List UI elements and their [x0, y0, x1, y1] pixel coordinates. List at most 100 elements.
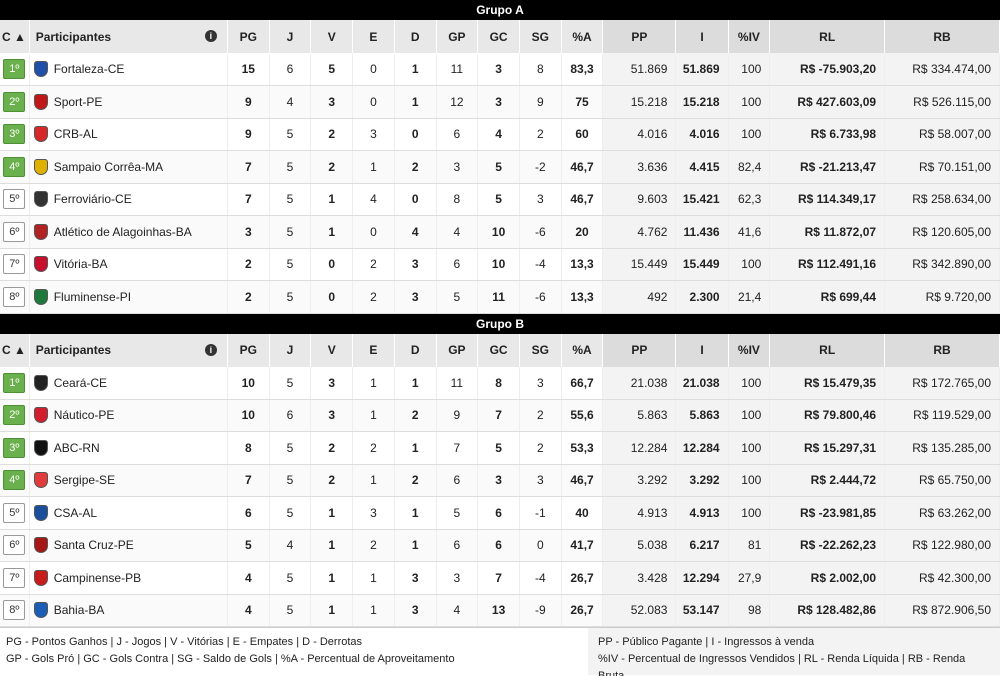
team-name[interactable]: Bahia-BA	[53, 603, 105, 618]
team-crest-icon	[33, 439, 48, 456]
column-header-label: E	[369, 29, 378, 44]
legend-right: PP - Público Pagante | I - Ingressos à v…	[588, 628, 1000, 676]
stat-i-cell: 15.421	[675, 183, 729, 216]
position-cell: 5º	[0, 183, 30, 216]
team-cell: Vitória-BA	[29, 248, 228, 281]
stat-gc-cell: 5	[477, 150, 520, 184]
column-header-label: RL	[819, 29, 836, 44]
position-badge: 4º	[3, 470, 26, 491]
stat-rl-cell: R$ 15.297,31	[769, 431, 886, 465]
position-badge: 8º	[3, 600, 26, 621]
stat-d-cell: 2	[394, 464, 437, 497]
stat-d-cell: 3	[394, 594, 437, 627]
stat-i-cell: 12.294	[675, 561, 729, 595]
stat-gp-cell: 3	[436, 561, 479, 595]
stat-gp-cell: 5	[436, 496, 479, 530]
team-name[interactable]: Atlético de Alagoinhas-BA	[53, 224, 192, 239]
stat-i-cell: 11.436	[675, 215, 729, 249]
group-title: Grupo A	[0, 0, 1000, 20]
column-header-label: J	[286, 343, 294, 357]
stat-gp-cell: 7	[436, 431, 479, 465]
stat-v-cell: 1	[310, 529, 354, 562]
stat-gp-cell: 6	[436, 464, 479, 497]
legend-line: PG - Pontos Ganhos | J - Jogos | V - Vit…	[6, 636, 363, 648]
team-name[interactable]: Náutico-PE	[53, 408, 115, 423]
stat-e-cell: 2	[352, 280, 395, 314]
stat-j-cell: 5	[269, 215, 312, 249]
table-row: 8º Bahia-BA 4 5 1 1 3 4 13 -9 26,7 52.083 53.147 98 R$…	[0, 594, 1000, 627]
stat-v-cell: 3	[310, 366, 354, 400]
team-name[interactable]: Santa Cruz-PE	[53, 538, 134, 553]
stat-rl-cell: R$ 2.002,00	[769, 561, 886, 595]
team-crest-icon	[33, 223, 48, 240]
table-row: 7º Vitória-BA 2 5 0 2 3 6 10 -4 13,3 15.449 15.449 10…	[0, 248, 1000, 281]
stat-pg-cell: 4	[227, 594, 270, 627]
column-header-label: C ▲	[2, 343, 26, 357]
column-header: %A	[561, 333, 604, 367]
column-header-label: PG	[239, 343, 257, 357]
stat-a-cell: 46,7	[561, 150, 604, 184]
stat-sg-cell: -6	[519, 215, 562, 249]
team-cell: ABC-RN	[29, 431, 228, 465]
legend-line: PP - Público Pagante | I - Ingressos à v…	[598, 636, 815, 648]
stat-rb-cell: R$ 342.890,00	[884, 248, 1000, 281]
position-badge: 8º	[3, 286, 26, 307]
team-crest-icon	[33, 288, 48, 305]
stat-pp-cell: 3.636	[602, 150, 677, 184]
stat-d-cell: 1	[394, 85, 437, 119]
stat-v-cell: 2	[310, 150, 354, 184]
table-row: 3º CRB-AL 9 5 2 3 0 6 4 2 60 4.016 4.016 100 R$ 6.733,…	[0, 118, 1000, 151]
stat-pp-cell: 15.218	[602, 85, 677, 119]
stat-pp-cell: 12.284	[602, 431, 677, 465]
team-cell: Santa Cruz-PE	[29, 529, 228, 562]
team-name[interactable]: Sergipe-SE	[53, 473, 116, 488]
team-name[interactable]: Sampaio Corrêa-MA	[53, 159, 164, 174]
stat-rl-cell: R$ -22.262,23	[769, 529, 886, 562]
stat-j-cell: 4	[269, 85, 312, 119]
info-icon[interactable]: i	[204, 30, 217, 42]
legend-left: PG - Pontos Ganhos | J - Jogos | V - Vit…	[0, 628, 588, 675]
team-cell: Sergipe-SE	[29, 464, 228, 497]
stat-v-cell: 1	[310, 183, 354, 216]
team-name[interactable]: Fluminense-PI	[53, 289, 132, 304]
stat-pp-cell: 4.762	[602, 215, 677, 249]
stat-gp-cell: 11	[436, 366, 479, 400]
stat-j-cell: 5	[269, 248, 312, 281]
column-header: Participantes i	[29, 20, 228, 53]
sort-position-header[interactable]: C ▲	[0, 333, 30, 367]
team-name[interactable]: Campinense-PB	[53, 570, 142, 585]
stat-iv-cell: 100	[728, 53, 771, 86]
stat-iv-cell: 82,4	[728, 150, 771, 184]
stat-d-cell: 1	[394, 53, 437, 86]
team-name[interactable]: Ceará-CE	[53, 375, 108, 390]
position-cell: 7º	[0, 248, 30, 281]
column-header-label: PP	[631, 343, 648, 357]
stat-sg-cell: -2	[519, 150, 562, 184]
stat-rl-cell: R$ -23.981,85	[769, 496, 886, 530]
stat-i-cell: 5.863	[675, 399, 729, 432]
stat-gc-cell: 5	[477, 183, 520, 216]
stat-d-cell: 3	[394, 561, 437, 595]
team-name[interactable]: CRB-AL	[53, 127, 98, 142]
team-name[interactable]: CSA-AL	[53, 505, 98, 520]
stat-gc-cell: 3	[477, 464, 520, 497]
info-icon[interactable]: i	[204, 343, 217, 356]
team-name[interactable]: ABC-RN	[53, 440, 100, 455]
team-name[interactable]: Sport-PE	[53, 94, 103, 109]
position-badge: 1º	[3, 372, 26, 393]
position-badge: 7º	[3, 254, 26, 275]
stat-gc-cell: 7	[477, 561, 520, 595]
stat-rl-cell: R$ 2.444,72	[769, 464, 886, 497]
stat-pg-cell: 7	[227, 150, 270, 184]
team-name[interactable]: Fortaleza-CE	[53, 62, 125, 76]
column-header-label: RL	[819, 343, 836, 357]
team-name[interactable]: Vitória-BA	[53, 257, 108, 272]
stat-pp-cell: 3.292	[602, 464, 677, 497]
stat-gc-cell: 8	[477, 366, 520, 400]
group-title: Grupo B	[0, 313, 1000, 334]
column-header-label: V	[327, 343, 336, 357]
stat-rb-cell: R$ 9.720,00	[884, 280, 1000, 314]
team-name[interactable]: Ferroviário-CE	[53, 192, 132, 207]
sort-position-header[interactable]: C ▲	[0, 20, 30, 53]
stat-pp-cell: 52.083	[602, 594, 677, 627]
